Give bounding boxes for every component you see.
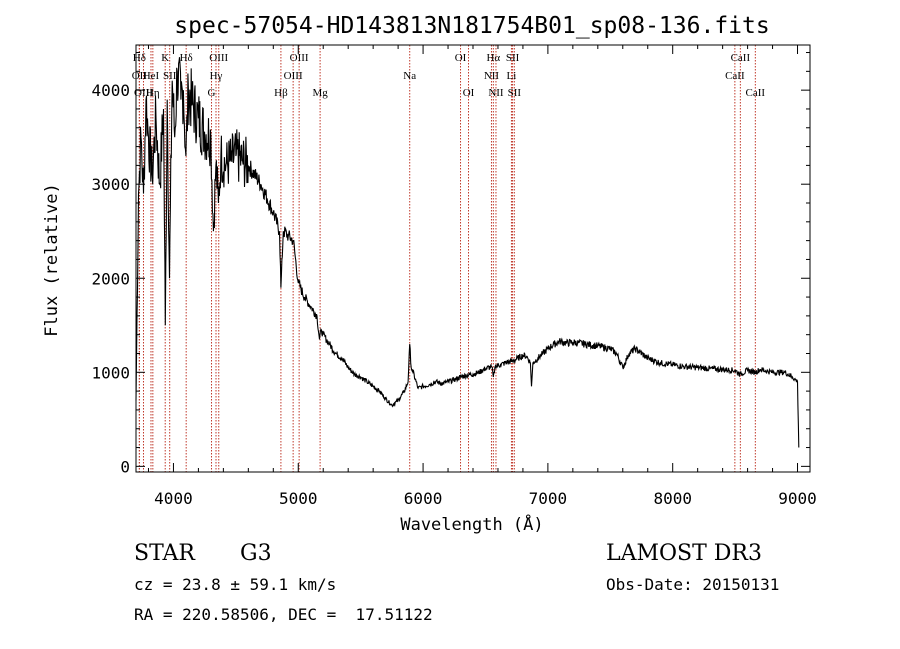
y-tick-label: 0 (120, 457, 130, 476)
object-subclass: G3 (240, 541, 272, 566)
y-tick-label: 2000 (91, 269, 130, 288)
x-axis-ticks: 4000 5000 6000 7000 8000 9000 (147, 45, 817, 508)
spectral-line-label: NII (484, 70, 500, 82)
spectral-line-label: Hδ (180, 52, 193, 64)
spectral-line-label: Hδ (133, 52, 146, 64)
spectral-line-label: OI (463, 87, 475, 99)
spectral-line-label: Mg (312, 87, 328, 99)
x-tick-label: 5000 (279, 489, 318, 508)
spectral-line-label: SII (508, 87, 522, 99)
x-tick-label: 4000 (154, 489, 193, 508)
spectral-line-label: NII (488, 87, 504, 99)
spectral-line-label: G (208, 87, 216, 99)
spectral-line-label: CaII (731, 52, 751, 64)
spectral-line-label: SII (163, 70, 177, 82)
spectral-line-label: Hβ (274, 87, 288, 99)
object-class: STAR (134, 541, 196, 566)
x-tick-label: 7000 (529, 489, 568, 508)
y-tick-label: 1000 (91, 363, 130, 382)
x-tick-label: 9000 (778, 489, 817, 508)
spectral-line-label: OI (455, 52, 467, 64)
y-tick-label: 3000 (91, 175, 130, 194)
coordinates-text: RA = 220.58506, DEC = 17.51122 (134, 605, 433, 624)
spectrum-series-line (135, 57, 800, 448)
spectral-line-label: Li (507, 70, 517, 82)
spectral-line-label: CaII (725, 70, 745, 82)
spectral-line-label: OIII (209, 52, 228, 64)
spectral-line-label: Hα (486, 52, 500, 64)
y-axis-ticks: 0 1000 2000 3000 4000 (91, 52, 810, 476)
spectral-line-label: Hγ (210, 70, 223, 82)
spectral-line-label: CaII (746, 87, 766, 99)
redshift-text: cz = 23.8 ± 59.1 km/s (134, 575, 336, 594)
spectral-line-label: OIII (290, 52, 309, 64)
spectral-line-label: OIII (284, 70, 303, 82)
plot-frame (135, 44, 811, 473)
x-tick-label: 8000 (653, 489, 692, 508)
spectral-line-label: K (161, 52, 169, 64)
x-tick-label: 6000 (404, 489, 443, 508)
chart-title: spec-57054-HD143813N181754B01_sp08-136.f… (174, 13, 769, 39)
spectral-line-label: SII (506, 52, 520, 64)
x-axis-label: Wavelength (Å) (400, 513, 543, 535)
observation-date: Obs-Date: 20150131 (606, 575, 779, 594)
spectral-line-label: HeI (143, 70, 160, 82)
survey-name: LAMOST DR3 (606, 541, 762, 566)
y-tick-label: 4000 (91, 81, 130, 100)
spectral-line-markers (138, 45, 756, 472)
y-axis-label: Flux (relative) (42, 183, 62, 337)
spectral-line-label: Na (403, 70, 416, 82)
spectral-line-label: Hη (146, 87, 160, 99)
